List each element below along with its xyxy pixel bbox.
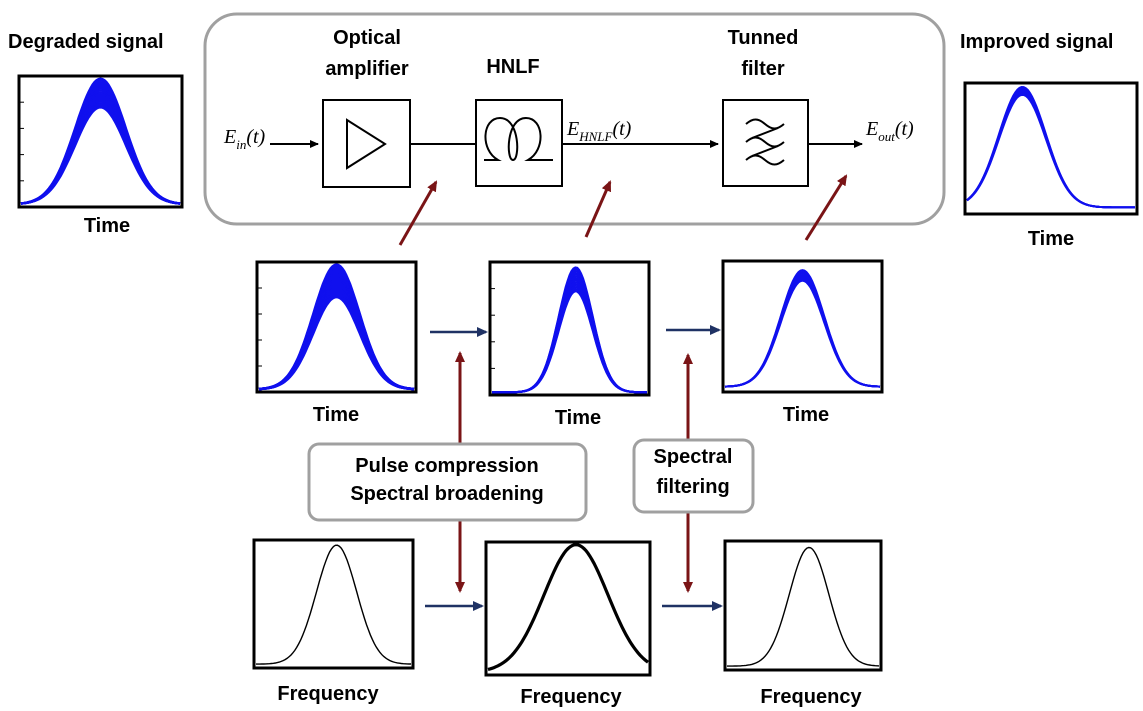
filtered-spectrum-plot: [723, 539, 883, 672]
filtering-callout-line1: Spectral: [654, 446, 733, 468]
pulse-trace: [487, 543, 649, 671]
ehnlf-signal-label: EHNLF(t): [566, 118, 632, 144]
filtering-callout-box: [632, 438, 755, 514]
system-block-frame: [203, 12, 946, 226]
compression-callout-line1: Pulse compression: [355, 455, 538, 477]
svg-text:Ein(t): Ein(t): [223, 126, 266, 152]
filter-wave-icon: [745, 118, 785, 166]
svg-text:Eout(t): Eout(t): [865, 118, 914, 144]
pulse-trace: [256, 544, 411, 665]
pulse-trace: [724, 279, 881, 388]
fiber-coil-icon: [484, 116, 553, 162]
filtered-time-label: Time: [783, 404, 829, 426]
hnlf-block: [475, 99, 563, 187]
degraded-signal-label: Degraded signal: [8, 31, 164, 53]
degraded-signal-plot: [17, 74, 184, 209]
pulse-trace: [492, 290, 647, 394]
input-frequency-label: Frequency: [277, 683, 379, 705]
svg-text:EHNLF(t): EHNLF(t): [566, 118, 632, 144]
pulse-trace: [258, 295, 415, 391]
compression-callout-box: [307, 442, 588, 522]
pulse-trace: [727, 546, 880, 667]
optical-amplifier-label-line1: Optical: [333, 27, 401, 49]
improved-time-label: Time: [1028, 228, 1074, 250]
amplified-time-plot: [255, 260, 418, 394]
filtering-callout-line2: filtering: [656, 476, 729, 498]
broadened-spectrum-plot: [484, 540, 652, 677]
compressed-time-label: Time: [555, 407, 601, 429]
tuned-filter-label-line2: filter: [741, 58, 785, 80]
pulse-trace: [966, 93, 1135, 209]
improved-signal-label: Improved signal: [960, 31, 1113, 53]
optical-amplifier-block: [322, 99, 411, 188]
improved-signal-plot: [963, 81, 1139, 216]
tuned-filter-label-line1: Tunned: [728, 27, 799, 49]
ein-signal-label: Ein(t): [223, 126, 266, 152]
red-arrow-amplifier: [398, 180, 438, 246]
broadened-frequency-label: Frequency: [520, 686, 622, 708]
filtered-time-plot: [721, 259, 884, 394]
triangle-amplifier-icon: [346, 118, 387, 170]
red-arrow-hnlf: [584, 180, 612, 238]
input-spectrum-plot: [252, 538, 415, 670]
red-arrow-filter: [804, 174, 848, 241]
pulse-trace: [20, 106, 181, 205]
eout-signal-label: Eout(t): [865, 118, 914, 144]
degraded-time-label: Time: [84, 215, 130, 237]
filtered-frequency-label: Frequency: [760, 686, 862, 708]
compression-callout-line2: Spectral broadening: [350, 483, 543, 505]
optical-amplifier-label-line2: amplifier: [325, 58, 409, 80]
compressed-time-plot: [488, 260, 651, 397]
hnlf-label: HNLF: [486, 56, 539, 78]
amplified-time-label: Time: [313, 404, 359, 426]
